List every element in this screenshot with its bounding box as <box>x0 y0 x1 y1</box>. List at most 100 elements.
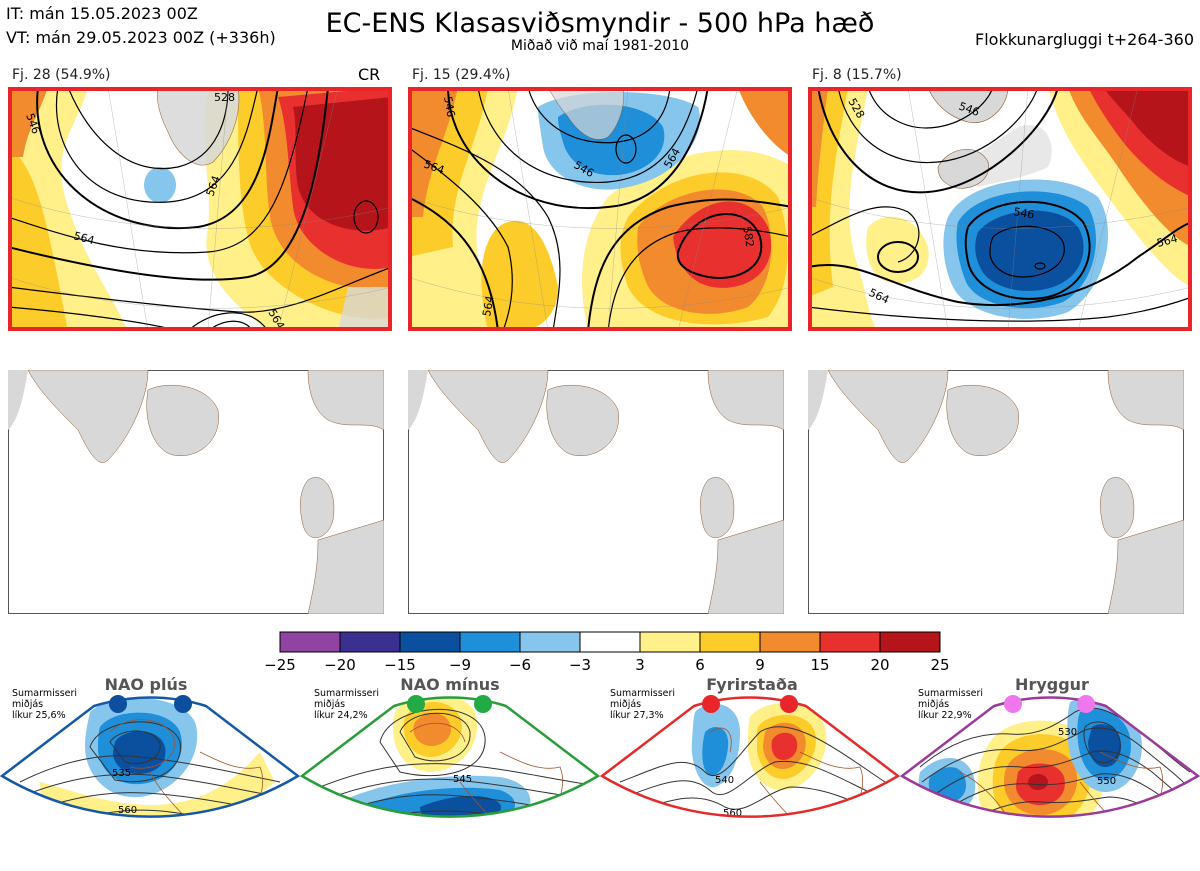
height-contours <box>11 90 389 328</box>
anomaly-darkblue-e <box>1088 724 1122 768</box>
coastline <box>109 719 264 817</box>
cluster-frame <box>808 87 1192 331</box>
contour-label: 564 <box>72 229 96 247</box>
europe-land <box>1107 519 1184 614</box>
britain-land <box>300 477 335 538</box>
anomaly-darkred <box>1028 774 1048 790</box>
regime-dot <box>780 695 798 713</box>
greenland-land <box>427 370 549 463</box>
colorbar-swatch <box>699 631 761 653</box>
regime-season: Sumarmisseri <box>12 688 77 699</box>
contour-label: 575 <box>1092 838 1111 849</box>
contour-label: 546 <box>441 95 457 118</box>
contour-label: 575 <box>447 852 466 863</box>
colorbar-swatch <box>399 631 461 653</box>
greenland-land <box>157 90 240 166</box>
colorbar-tick-label: −25 <box>264 656 296 674</box>
regime-contours <box>319 709 586 817</box>
graticule <box>411 90 789 328</box>
anomaly-red <box>771 732 798 760</box>
regime-name: NAO mínus <box>400 675 499 694</box>
colorbar-tick-label: 20 <box>870 656 889 674</box>
contour-label: 550 <box>1097 776 1116 787</box>
colorbar-swatch <box>279 631 341 653</box>
graticule <box>11 90 389 328</box>
iceland-land <box>937 148 989 189</box>
canada-land <box>8 370 28 430</box>
cluster-2-label: Fj. 15 (29.4%) <box>412 67 511 83</box>
anomaly-lightblue-s <box>1012 849 1044 861</box>
colorbar-tick-label: 25 <box>930 656 949 674</box>
colorbar-swatch <box>819 631 881 653</box>
colorbar-tick-label: 6 <box>695 656 705 674</box>
regime-season: Sumarmisseri <box>610 688 675 699</box>
anomaly-blue-small <box>144 167 176 203</box>
colorbar-tick-label: 15 <box>810 656 829 674</box>
contour-label: 560 <box>118 805 137 816</box>
cluster-3-map: 528 546 564 564 546 <box>808 87 1192 331</box>
regime-nao-minus: 545 560 575 NAO mínus Sumarmisseri miðjá… <box>300 675 600 863</box>
contour-label: 575 <box>737 833 756 844</box>
regime-season: Sumarmisseri <box>918 688 983 699</box>
coastline <box>409 723 564 817</box>
cluster-1-tag: CR <box>358 65 381 84</box>
cluster-3-label: Fj. 8 (15.7%) <box>812 67 902 83</box>
iceland-land <box>546 384 619 457</box>
regime-dot <box>174 695 192 713</box>
colorbar-tick-label: −15 <box>384 656 416 674</box>
scandinavia-land <box>1107 370 1184 431</box>
regime-prob: líkur 22,9% <box>918 710 972 721</box>
regime-sub: miðjás <box>610 699 641 710</box>
it-time: IT: mán 15.05.2023 00Z <box>6 4 198 23</box>
regime-dot <box>702 695 720 713</box>
anomaly-orange <box>413 713 451 747</box>
colorbar-swatch <box>759 631 821 653</box>
contour-label: 582 <box>740 225 756 248</box>
iceland-land <box>146 384 219 457</box>
colorbar-tick-label: 3 <box>635 656 645 674</box>
anomaly-orange-west <box>811 90 828 207</box>
colorbar-swatch <box>879 631 941 653</box>
empty-map-3 <box>808 370 1184 614</box>
anomaly-gold-center <box>481 220 558 328</box>
colorbar-swatch <box>519 631 581 653</box>
colorbar-swatch <box>459 631 521 653</box>
height-contours <box>811 90 1189 322</box>
empty-map-1 <box>8 370 384 614</box>
regime-ridge: 530 550 575 Hryggur Sumarmisseri miðjás … <box>900 675 1200 861</box>
contour-label: 545 <box>453 774 472 785</box>
regime-prob: líkur 25,6% <box>12 710 66 721</box>
regime-frame <box>0 696 300 818</box>
regime-prob: líkur 24,2% <box>314 710 368 721</box>
contour-label: 546 <box>1012 205 1035 221</box>
regime-dot <box>407 695 425 713</box>
colorbar-tick-label: −6 <box>509 656 531 674</box>
scandinavia-land <box>707 370 784 431</box>
page-subtitle: Miðað við maí 1981-2010 <box>510 38 690 54</box>
anomaly-orange-ne <box>739 90 789 156</box>
graticule <box>811 90 1189 328</box>
empty-map-2 <box>408 370 784 614</box>
canada-land <box>408 370 428 430</box>
contour-label: 528 <box>214 91 235 104</box>
regime-dot <box>474 695 492 713</box>
anomaly-gold-west <box>11 149 68 328</box>
scandinavia-land <box>307 370 384 431</box>
regime-dot <box>1004 695 1022 713</box>
greenland-land <box>27 370 149 463</box>
colorbar-swatch <box>579 631 641 653</box>
regime-dot <box>1077 695 1095 713</box>
canada-land <box>808 370 828 430</box>
anomaly-darkblue <box>112 731 166 774</box>
colorbar-tick-label: −3 <box>569 656 591 674</box>
contour-label: 564 <box>1155 232 1179 250</box>
anomaly-darkred-ne <box>1105 90 1189 166</box>
coastline <box>709 727 864 817</box>
contour-label: 564 <box>480 295 496 318</box>
britain-land <box>700 477 735 538</box>
contour-label: 540 <box>715 775 734 786</box>
regime-sub: miðjás <box>314 699 345 710</box>
contour-label: 560 <box>723 808 742 819</box>
regime-prob: líkur 27,3% <box>610 710 664 721</box>
height-contours <box>411 90 789 328</box>
